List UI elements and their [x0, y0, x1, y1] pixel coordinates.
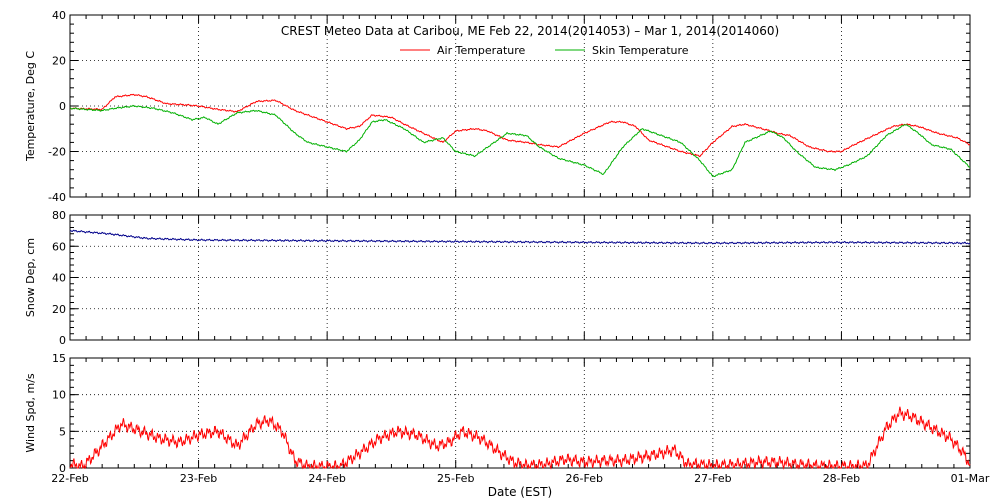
y-tick-label: -40 [48, 191, 66, 204]
plot-frame [69, 357, 971, 469]
y-axis-label: Temperature, Deg C [24, 51, 37, 162]
x-tick-label: 01-Mar [951, 472, 990, 485]
series-line-skin-temperature [69, 104, 971, 178]
x-tick-labels: 22-Feb 23-Feb 24-Feb 25-Feb 26-Feb 27-Feb 28-F… [51, 472, 990, 485]
series-line-air-temperature [69, 93, 971, 158]
x-tick-label: 28-Feb [823, 472, 860, 485]
y-tick-label: 0 [59, 334, 66, 347]
panels: -40 -20 0 20 40 Temperature, Deg C 0 20 40 60 80 Sn… [24, 9, 990, 485]
y-axis-label: Snow Dep, cm [24, 238, 37, 317]
y-tick-label: 20 [52, 303, 66, 316]
x-tick-label: 27-Feb [694, 472, 731, 485]
plot-frame [69, 214, 971, 341]
y-tick-label: 20 [52, 55, 66, 68]
panel-0: -40 -20 0 20 40 Temperature, Deg C [24, 9, 971, 204]
y-tick-label: 10 [52, 389, 66, 402]
panel-1: 0 20 40 60 80 Snow Dep, cm [24, 209, 971, 347]
x-tick-label: 25-Feb [437, 472, 474, 485]
chart-title: CREST Meteo Data at Caribou, ME Feb 22, … [281, 24, 779, 38]
y-tick-label: 60 [52, 240, 66, 253]
x-tick-label: 24-Feb [308, 472, 345, 485]
y-tick-label: 0 [59, 462, 66, 475]
series-line-panel-1 [69, 229, 971, 245]
y-tick-label: -20 [48, 146, 66, 159]
y-tick-label: 80 [52, 209, 66, 222]
legend: Air Temperature Skin Temperature [400, 44, 689, 57]
x-tick-label: 23-Feb [180, 472, 217, 485]
y-tick-label: 5 [59, 425, 66, 438]
legend-label: Air Temperature [437, 44, 526, 57]
y-tick-label: 15 [52, 352, 66, 365]
panel-2: 0 5 10 15 Wind Spd, m/s [24, 352, 971, 475]
y-tick-label: 40 [52, 9, 66, 22]
y-tick-label: 0 [59, 100, 66, 113]
plot-frame [69, 14, 971, 198]
y-tick-label: 40 [52, 272, 66, 285]
series-line-panel-2 [69, 406, 971, 470]
legend-label: Skin Temperature [592, 44, 689, 57]
x-tick-label: 26-Feb [566, 472, 603, 485]
x-axis-label: Date (EST) [488, 485, 552, 499]
x-tick-label: 22-Feb [51, 472, 88, 485]
y-axis-label: Wind Spd, m/s [24, 373, 37, 453]
